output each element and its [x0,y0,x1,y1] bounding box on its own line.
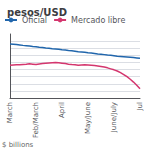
svg-text:$ billions: $ billions [2,141,34,149]
svg-text:May/June: May/June [84,102,92,134]
svg-text:April: April [58,102,66,118]
svg-text:June/July: June/July [110,102,118,133]
svg-text:March: March [6,102,14,123]
svg-text:Oficial: Oficial [22,15,48,25]
svg-text:pesos/USD: pesos/USD [7,7,67,18]
svg-text:Jul: Jul [136,102,144,112]
svg-text:Mercado libre: Mercado libre [71,16,125,25]
svg-text:Feb/March: Feb/March [32,102,40,138]
